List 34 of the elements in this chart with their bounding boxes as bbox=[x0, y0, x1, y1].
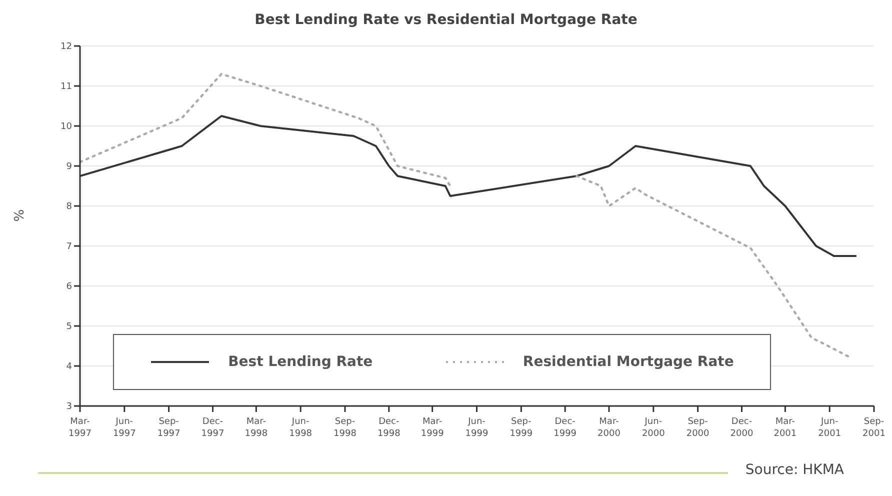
y-tick-label: 6 bbox=[66, 282, 72, 292]
y-axis-title: % bbox=[12, 209, 28, 222]
x-tick-label: Dec- 1998 bbox=[377, 417, 401, 439]
x-tick-label: Dec- 1999 bbox=[554, 417, 577, 439]
legend-label: Residential Mortgage Rate bbox=[522, 354, 734, 370]
x-tick-label: Jun- 2001 bbox=[818, 417, 842, 439]
y-tick-label: 12 bbox=[60, 42, 72, 52]
x-tick-label: Mar- 1999 bbox=[420, 417, 444, 439]
x-tick-label: Mar- 2001 bbox=[774, 417, 797, 439]
x-tick-label: Jun- 1997 bbox=[112, 417, 136, 439]
x-tick-label: Sep- 2000 bbox=[686, 417, 710, 439]
y-tick-label: 7 bbox=[66, 242, 72, 252]
x-tick-label: Jun- 1998 bbox=[289, 417, 312, 439]
x-tick-label: Dec- 1997 bbox=[201, 417, 224, 439]
x-tick-label: Sep- 1999 bbox=[510, 417, 533, 439]
source-note: Source: HKMA bbox=[745, 462, 844, 478]
x-tick-label: Jun- 2000 bbox=[642, 417, 666, 439]
x-tick-label: Mar- 2000 bbox=[598, 417, 621, 439]
y-tick-label: 11 bbox=[60, 82, 72, 92]
y-tick-label: 9 bbox=[66, 162, 72, 172]
x-tick-label: Mar- 1998 bbox=[244, 417, 268, 439]
y-tick-label: 10 bbox=[60, 122, 72, 132]
x-tick-label: Sep- 2001 bbox=[862, 417, 886, 439]
y-tick-label: 4 bbox=[66, 362, 72, 372]
x-tick-label: Sep- 1998 bbox=[334, 417, 357, 439]
y-tick-label: 5 bbox=[66, 322, 72, 332]
chart-title: Best Lending Rate vs Residential Mortgage Rate bbox=[254, 12, 638, 28]
x-tick-label: Sep- 1997 bbox=[157, 417, 180, 439]
y-tick-label: 3 bbox=[66, 402, 72, 412]
legend-label: Best Lending Rate bbox=[228, 354, 373, 370]
x-tick-label: Mar- 1997 bbox=[68, 417, 92, 439]
x-tick-label: Jun- 1999 bbox=[465, 417, 488, 439]
y-tick-label: 8 bbox=[66, 202, 72, 212]
x-tick-label: Dec- 2000 bbox=[730, 417, 754, 439]
